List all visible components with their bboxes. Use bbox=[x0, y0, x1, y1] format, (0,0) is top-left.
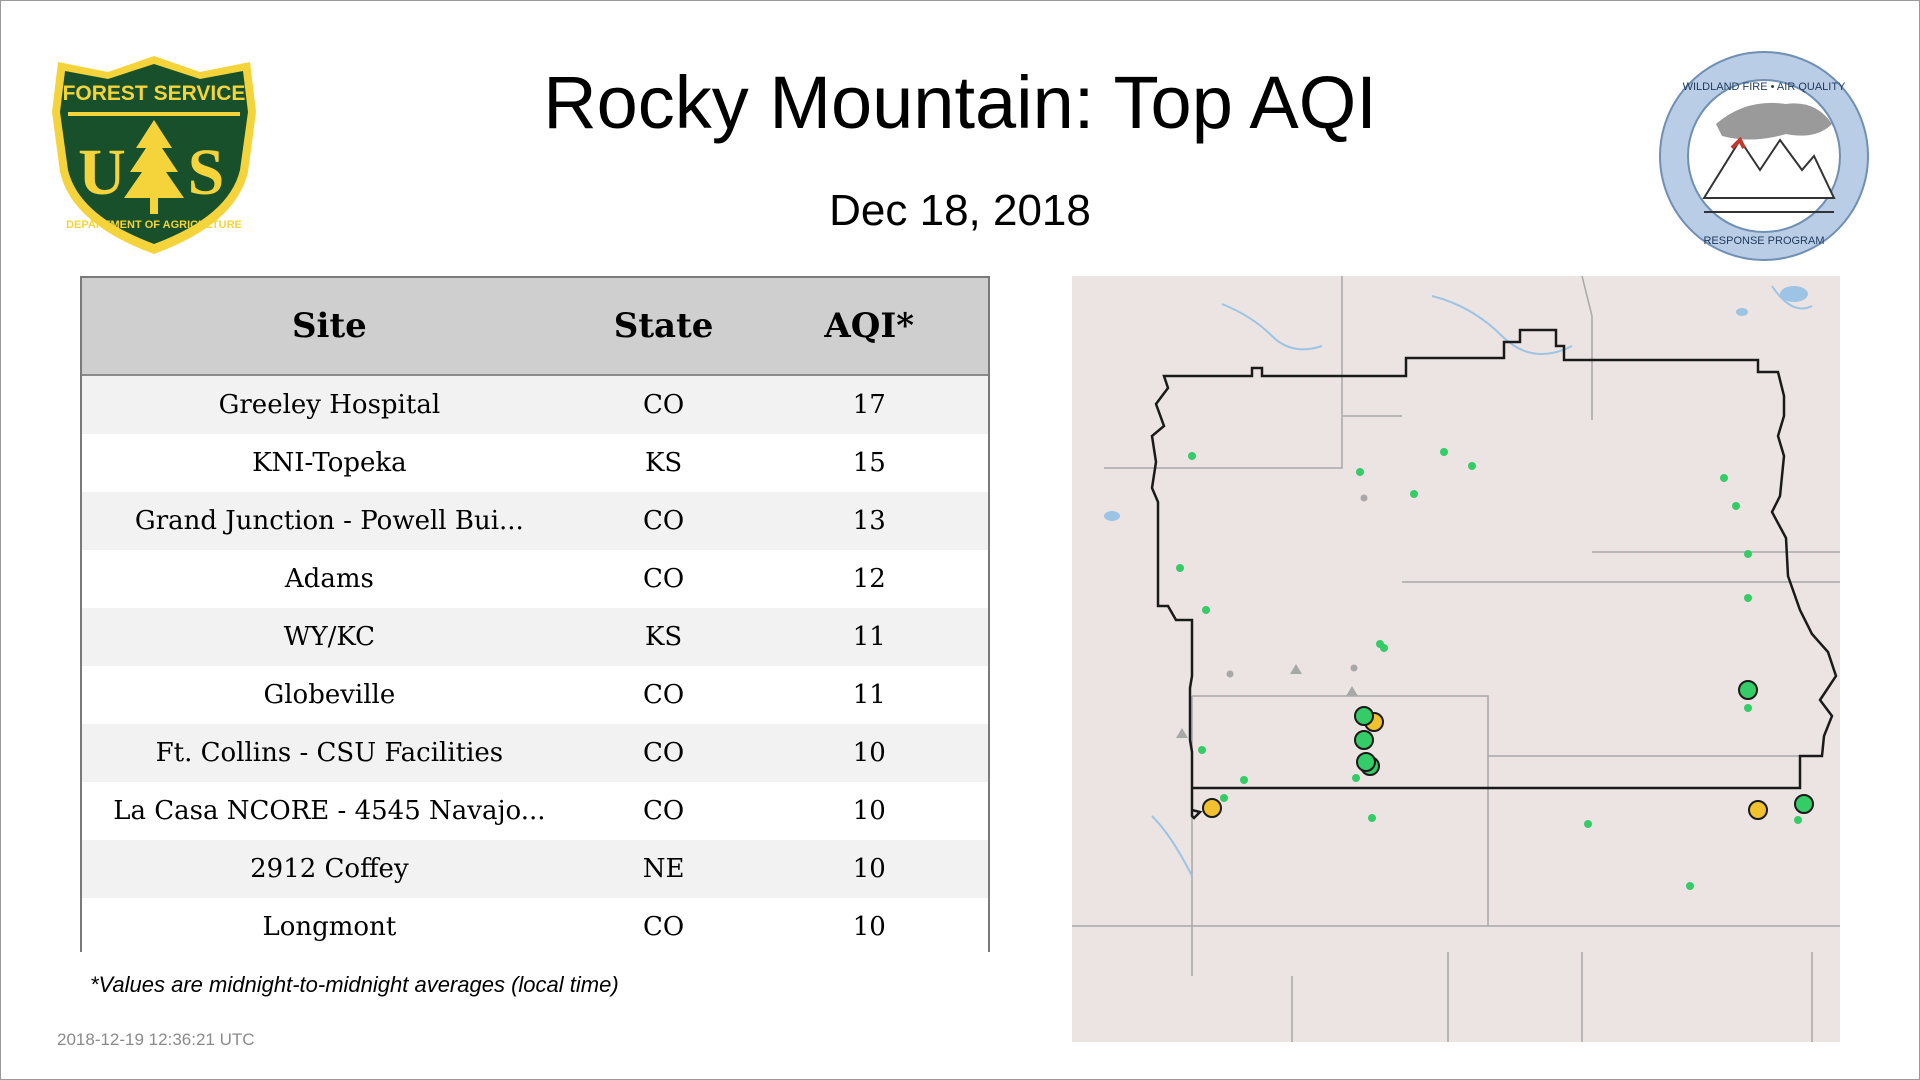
rivers bbox=[1151, 285, 1813, 877]
table-row: Ft. Collins - CSU Facilities CO 10 bbox=[82, 724, 988, 782]
table-row: KNI-Topeka KS 15 bbox=[82, 434, 988, 492]
cell-state: KS bbox=[576, 434, 751, 492]
generated-timestamp: 2018-12-19 12:36:21 UTC bbox=[57, 1030, 255, 1049]
cell-site: Greeley Hospital bbox=[82, 375, 577, 434]
table-header-row: Site State AQI* bbox=[82, 278, 988, 376]
table-row: Longmont CO 10 bbox=[82, 898, 988, 956]
small-monitors bbox=[1176, 448, 1802, 890]
region-boundary bbox=[1150, 328, 1838, 820]
col-header-site: Site bbox=[82, 278, 577, 376]
cell-state: CO bbox=[576, 550, 751, 608]
cell-aqi: 11 bbox=[750, 608, 988, 666]
cell-state: CO bbox=[576, 666, 751, 724]
cell-state: CO bbox=[576, 375, 751, 434]
forest-service-logo: FOREST SERVICE U S DEPARTMENT OF AGRICUL… bbox=[50, 52, 258, 258]
cell-state: KS bbox=[576, 608, 751, 666]
cell-state: CO bbox=[576, 724, 751, 782]
footnote: *Values are midnight-to-midnight average… bbox=[90, 972, 619, 997]
cell-aqi: 10 bbox=[750, 782, 988, 840]
wildland-fire-logo: WILDLAND FIRE • AIR QUALITY RESPONSE PRO… bbox=[1656, 48, 1872, 264]
state-boundaries bbox=[1072, 276, 1840, 1042]
cell-site: Adams bbox=[82, 550, 577, 608]
svg-text:U: U bbox=[78, 136, 126, 209]
table-row: Adams CO 12 bbox=[82, 550, 988, 608]
report-date: Dec 18, 2018 bbox=[829, 186, 1091, 235]
table-row: 2912 Coffey NE 10 bbox=[82, 840, 988, 898]
cell-site: Longmont bbox=[82, 898, 577, 956]
highlighted-monitors bbox=[1202, 680, 1814, 820]
table-row: Grand Junction - Powell Bui... CO 13 bbox=[82, 492, 988, 550]
cell-site: Ft. Collins - CSU Facilities bbox=[82, 724, 577, 782]
col-header-aqi: AQI* bbox=[750, 278, 988, 376]
svg-text:WILDLAND FIRE • AIR QUALITY: WILDLAND FIRE • AIR QUALITY bbox=[1683, 81, 1846, 93]
cell-state: CO bbox=[576, 898, 751, 956]
lakes bbox=[1104, 286, 1808, 521]
region-map bbox=[1072, 276, 1840, 1042]
table-row: La Casa NCORE - 4545 Navajo... CO 10 bbox=[82, 782, 988, 840]
cell-state: CO bbox=[576, 782, 751, 840]
page-title: Rocky Mountain: Top AQI bbox=[543, 61, 1377, 144]
col-header-state: State bbox=[576, 278, 751, 376]
cell-aqi: 17 bbox=[750, 375, 988, 434]
inactive-monitors bbox=[1176, 494, 1368, 738]
cell-site: KNI-Topeka bbox=[82, 434, 577, 492]
map-svg bbox=[1072, 276, 1840, 1042]
cell-state: CO bbox=[576, 492, 751, 550]
cell-site: 2912 Coffey bbox=[82, 840, 577, 898]
svg-text:S: S bbox=[188, 136, 225, 209]
logo-top-text: FOREST SERVICE bbox=[63, 82, 246, 105]
svg-text:RESPONSE PROGRAM: RESPONSE PROGRAM bbox=[1703, 235, 1824, 247]
table-row: Greeley Hospital CO 17 bbox=[82, 375, 988, 434]
cell-state: NE bbox=[576, 840, 751, 898]
table-row: WY/KC KS 11 bbox=[82, 608, 988, 666]
cell-site: La Casa NCORE - 4545 Navajo... bbox=[82, 782, 577, 840]
aqi-table: Site State AQI* Greeley Hospital CO 17 K… bbox=[80, 276, 990, 956]
cell-aqi: 15 bbox=[750, 434, 988, 492]
cell-aqi: 10 bbox=[750, 840, 988, 898]
cell-aqi: 12 bbox=[750, 550, 988, 608]
cell-site: Globeville bbox=[82, 666, 577, 724]
cell-aqi: 13 bbox=[750, 492, 988, 550]
cell-aqi: 11 bbox=[750, 666, 988, 724]
cell-aqi: 10 bbox=[750, 898, 988, 956]
logo-bottom-text: DEPARTMENT OF AGRICULTURE bbox=[66, 219, 242, 231]
table-row: Globeville CO 11 bbox=[82, 666, 988, 724]
cell-aqi: 10 bbox=[750, 724, 988, 782]
cell-site: Grand Junction - Powell Bui... bbox=[82, 492, 577, 550]
cell-site: WY/KC bbox=[82, 608, 577, 666]
